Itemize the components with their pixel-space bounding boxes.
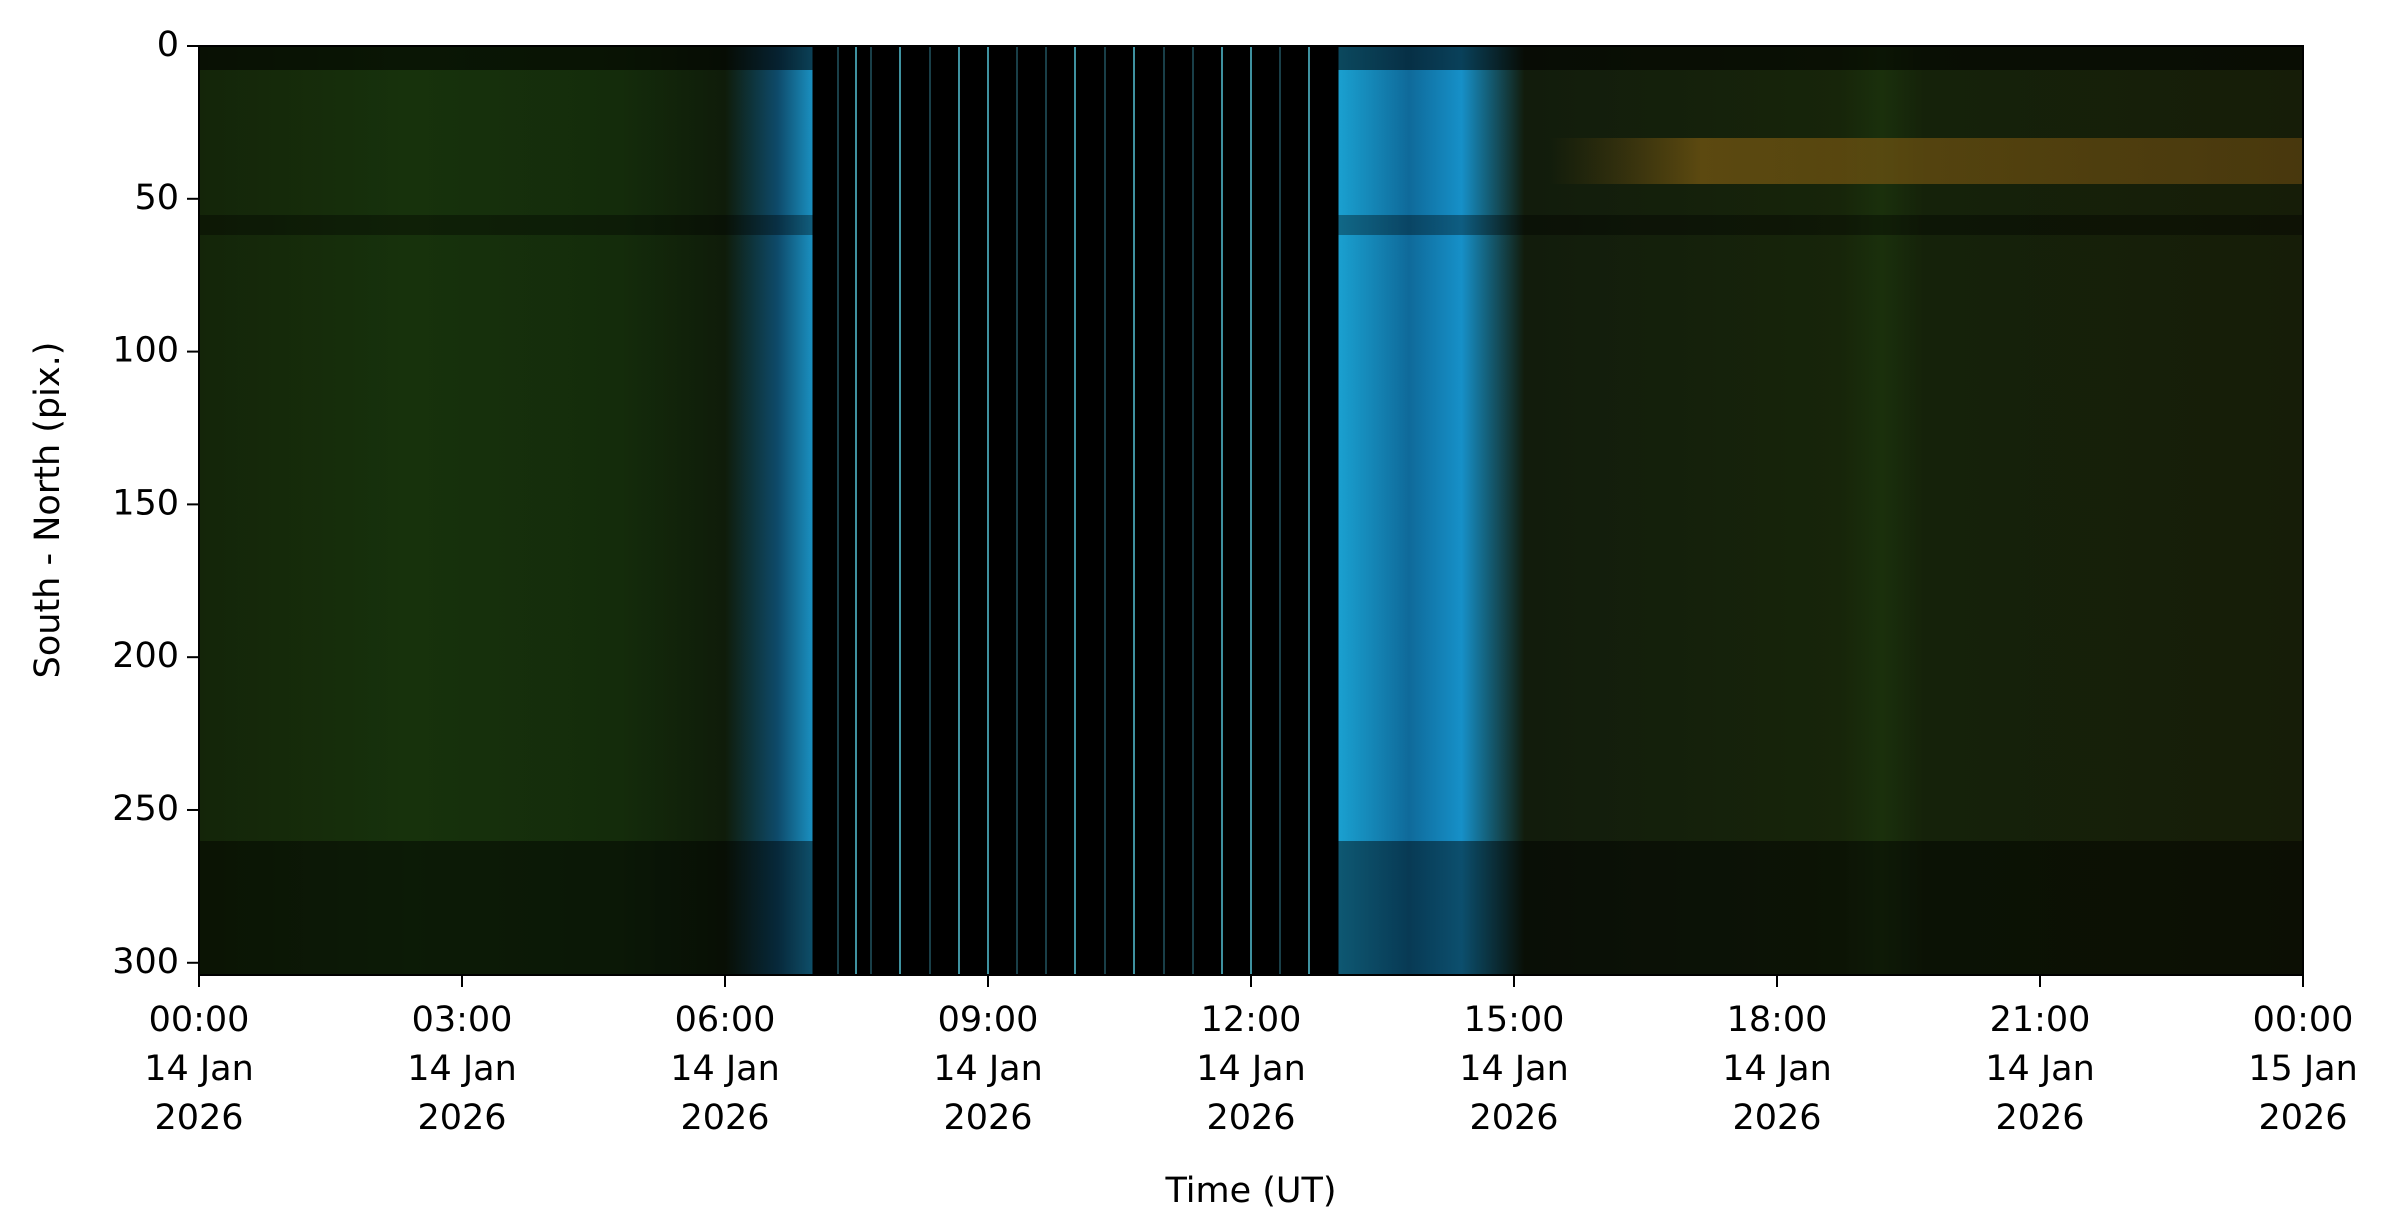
x-tick-label: 2026 [1732, 1098, 1821, 1138]
x-tick-label: 14 Jan [1985, 1049, 2095, 1089]
y-tick-label: 0 [157, 25, 179, 65]
x-tick-label: 14 Jan [144, 1049, 254, 1089]
x-tick-label: 03:00 [412, 1000, 513, 1040]
x-axis-label: Time (UT) [1164, 1171, 1336, 1211]
x-tick-label: 2026 [1995, 1098, 2084, 1138]
x-tick-label: 14 Jan [1196, 1049, 1306, 1089]
keogram-streaks [837, 46, 1281, 975]
y-tick-label: 250 [112, 789, 179, 829]
x-tick-label: 14 Jan [670, 1049, 780, 1089]
x-tick-label: 15 Jan [2248, 1049, 2358, 1089]
x-tick-label: 00:00 [2253, 1000, 2354, 1040]
keogram-band [1550, 138, 2303, 184]
x-tick-label: 2026 [943, 1098, 1032, 1138]
x-tick-label: 12:00 [1201, 1000, 1302, 1040]
x-tick-label: 2026 [2258, 1098, 2347, 1138]
y-tick-label: 200 [112, 636, 179, 676]
x-tick-label: 2026 [417, 1098, 506, 1138]
x-tick-label: 09:00 [938, 1000, 1039, 1040]
y-tick-label: 100 [112, 331, 179, 371]
keogram-streaks [855, 46, 1310, 975]
x-tick-label: 2026 [1469, 1098, 1558, 1138]
y-tick-label: 50 [134, 178, 179, 218]
x-tick-label: 2026 [1206, 1098, 1295, 1138]
x-tick-label: 15:00 [1464, 1000, 1565, 1040]
x-tick-label: 2026 [154, 1098, 243, 1138]
y-tick-label: 150 [112, 483, 179, 523]
x-tick-label: 14 Jan [407, 1049, 517, 1089]
x-tick-label: 14 Jan [1722, 1049, 1832, 1089]
x-tick-label: 21:00 [1990, 1000, 2091, 1040]
x-tick-label: 18:00 [1727, 1000, 1828, 1040]
y-tick-label: 300 [112, 942, 179, 982]
x-tick-label: 14 Jan [1459, 1049, 1569, 1089]
x-tick-label: 00:00 [149, 1000, 250, 1040]
y-axis-label: South - North (pix.) [28, 342, 68, 679]
x-tick-label: 06:00 [675, 1000, 776, 1040]
x-tick-label: 2026 [680, 1098, 769, 1138]
x-tick-label: 14 Jan [933, 1049, 1043, 1089]
keogram-image [199, 46, 2303, 975]
